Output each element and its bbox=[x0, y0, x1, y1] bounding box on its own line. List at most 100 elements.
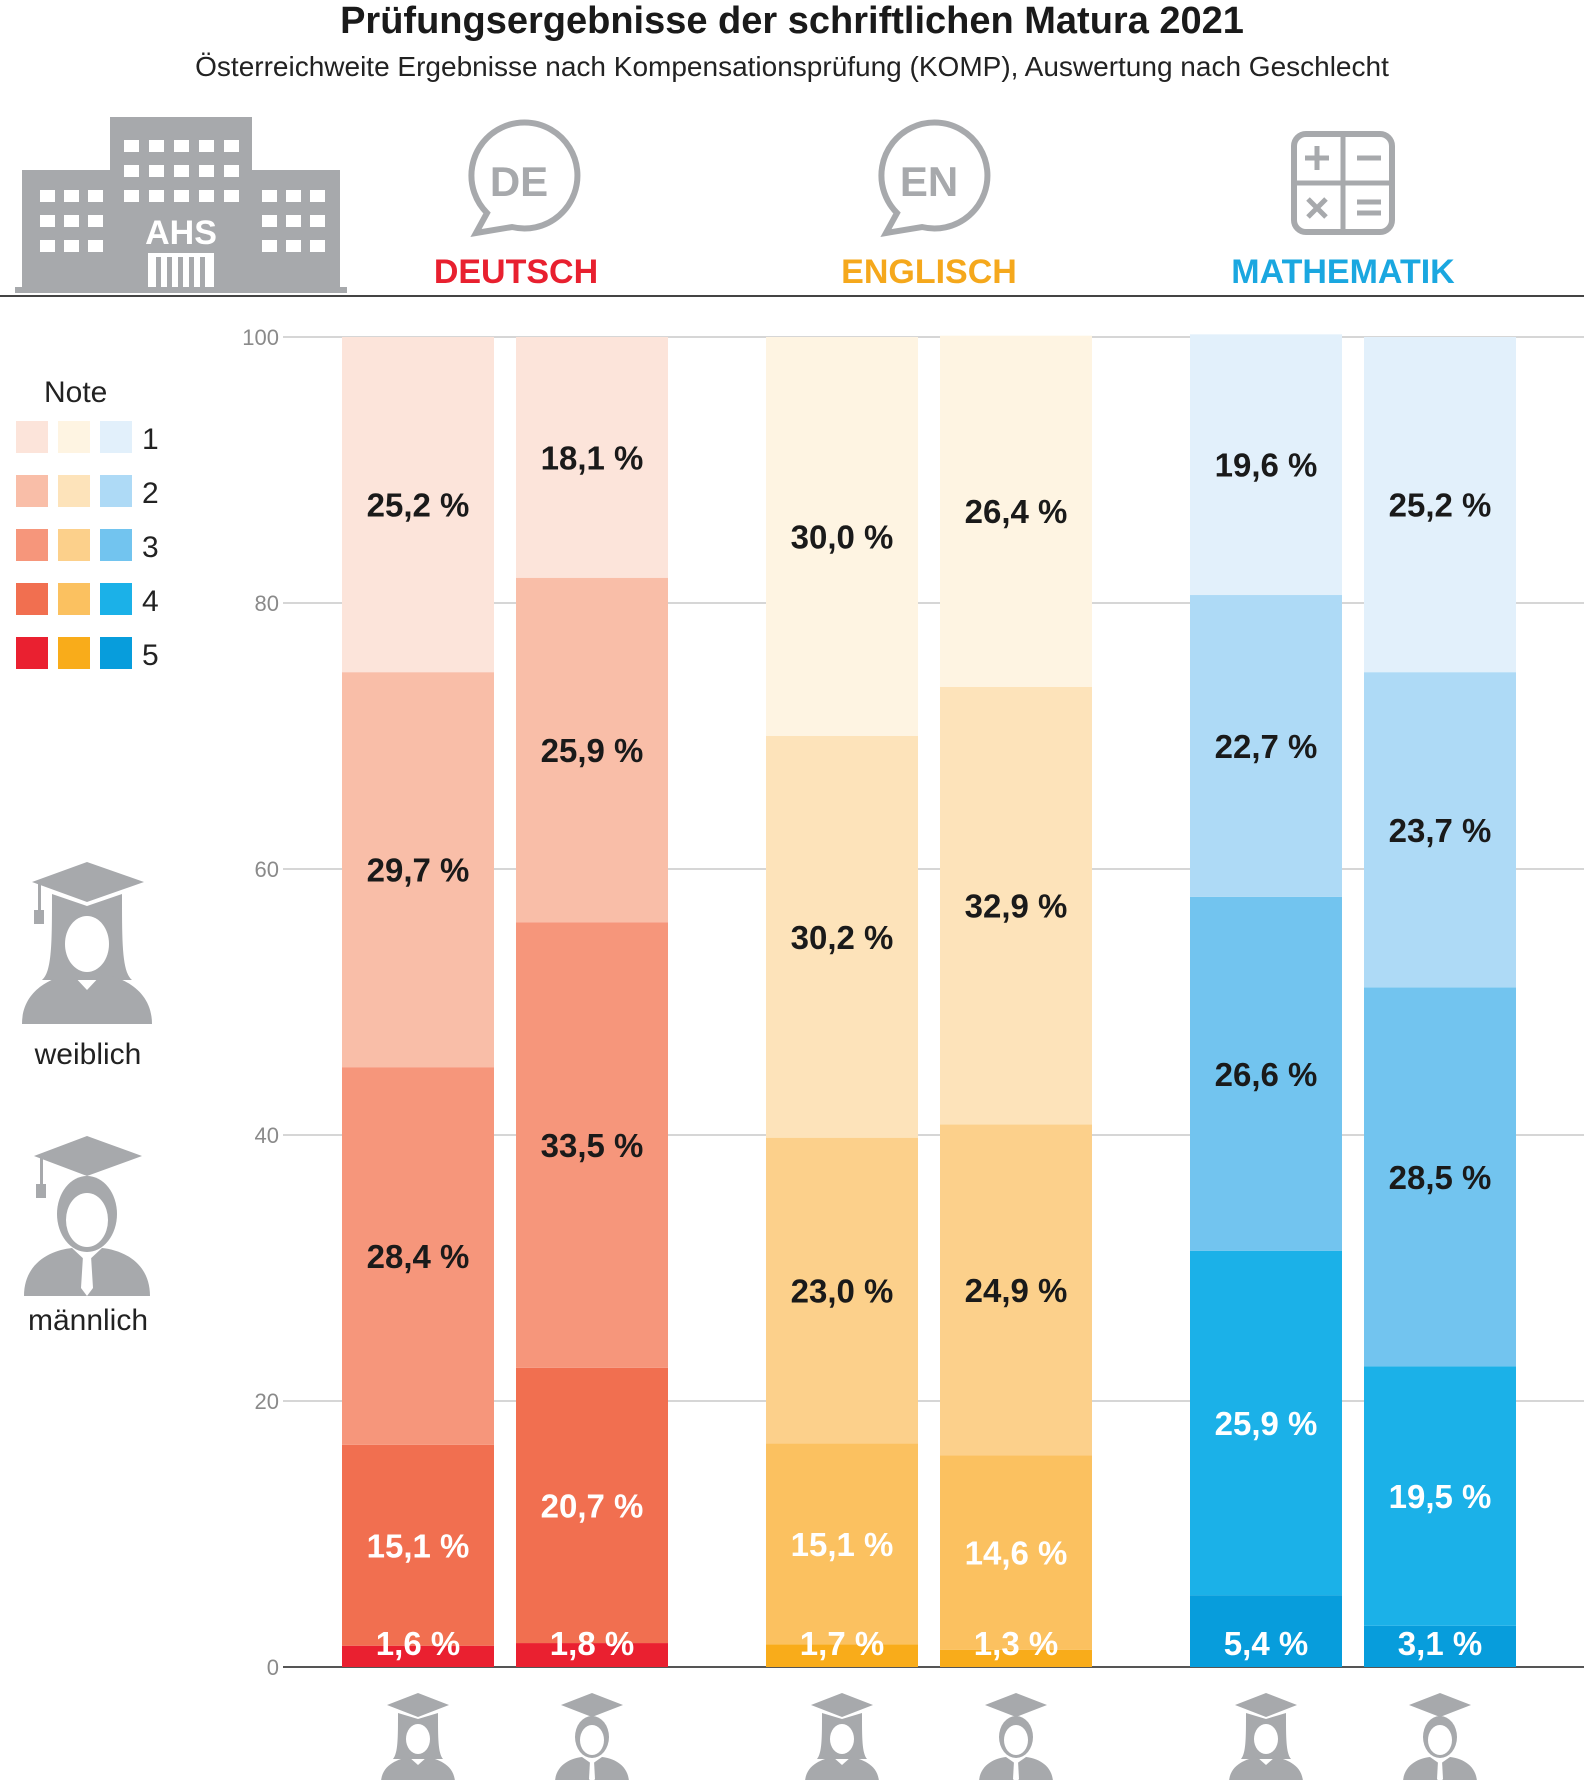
window-20 bbox=[310, 190, 325, 202]
legend-swatch-englisch-2 bbox=[58, 475, 90, 507]
englisch-weiblich-note-3-label: 23,0 % bbox=[791, 1273, 894, 1310]
mathematik-maennlich-note-4-bar bbox=[1364, 1366, 1516, 1626]
ahs-label: AHS bbox=[145, 214, 217, 252]
window-7 bbox=[174, 165, 189, 177]
window-3 bbox=[199, 140, 214, 152]
legend-title: Note bbox=[44, 376, 107, 409]
legend-male-label: männlich bbox=[28, 1304, 148, 1337]
mathematik-maennlich-note-2-label: 23,7 % bbox=[1389, 812, 1492, 849]
mathematik-maennlich-note-5-bar bbox=[1364, 1625, 1516, 1667]
legend-swatch-mathematik-4 bbox=[100, 583, 132, 615]
mathematik-weiblich-note-4-label: 25,9 % bbox=[1215, 1405, 1318, 1442]
mathematik-maennlich-note-3-label: 28,5 % bbox=[1389, 1159, 1492, 1196]
window-15 bbox=[40, 190, 55, 202]
legend-swatch-mathematik-5 bbox=[100, 637, 132, 669]
deutsch-header: DEUTSCH bbox=[434, 253, 598, 291]
female-graduate-icon bbox=[22, 862, 152, 1024]
englisch-weiblich-note-4-label: 15,1 % bbox=[791, 1526, 894, 1563]
englisch-maennlich-note-5-bar bbox=[940, 1649, 1092, 1667]
y-tick-20: 20 bbox=[255, 1389, 279, 1414]
mathematik-header: MATHEMATIK bbox=[1231, 253, 1455, 291]
male-graduate-icon bbox=[979, 1693, 1053, 1780]
window-28 bbox=[262, 240, 277, 252]
englisch-maennlich-note-3-bar bbox=[940, 1124, 1092, 1456]
mathematik-weiblich-note-1-bar bbox=[1190, 334, 1342, 596]
englisch-header: ENGLISCH bbox=[841, 253, 1017, 291]
englisch-maennlich-note-1-label: 26,4 % bbox=[965, 493, 1068, 530]
window-31 bbox=[88, 240, 103, 252]
englisch-maennlich-note-5-label: 1,3 % bbox=[974, 1625, 1058, 1662]
window-11 bbox=[149, 190, 164, 202]
y-tick-60: 60 bbox=[255, 857, 279, 882]
englisch-weiblich-note-5-bar bbox=[766, 1644, 918, 1667]
legend-grade-3: 3 bbox=[142, 531, 159, 564]
englisch-weiblich-note-2-bar bbox=[766, 736, 918, 1138]
legend-swatch-mathematik-3 bbox=[100, 529, 132, 561]
mathematik-weiblich-note-3-label: 26,6 % bbox=[1215, 1056, 1318, 1093]
englisch-maennlich-note-1-bar bbox=[940, 335, 1092, 687]
deutsch-maennlich-note-3-bar bbox=[516, 922, 668, 1368]
chart-subtitle: Österreichweite Ergebnisse nach Kompensa… bbox=[195, 51, 1389, 82]
mathematik-weiblich-note-2-label: 22,7 % bbox=[1215, 728, 1318, 765]
deutsch-maennlich-note-5-label: 1,8 % bbox=[550, 1625, 634, 1662]
window-19 bbox=[88, 190, 103, 202]
englisch-weiblich-note-4-bar bbox=[766, 1443, 918, 1645]
legend-swatch-mathematik-1 bbox=[100, 421, 132, 453]
englisch-weiblich-note-1-label: 30,0 % bbox=[791, 519, 894, 556]
window-5 bbox=[124, 165, 139, 177]
window-4 bbox=[224, 140, 239, 152]
window-18 bbox=[286, 190, 301, 202]
mathematik-weiblich-note-4-bar bbox=[1190, 1250, 1342, 1596]
englisch-weiblich-note-1-bar bbox=[766, 337, 918, 736]
window-23 bbox=[64, 215, 79, 227]
mathematik-weiblich-note-2-bar bbox=[1190, 595, 1342, 897]
female-graduate-icon bbox=[1229, 1693, 1303, 1780]
mathematik-maennlich-note-1-bar bbox=[1364, 337, 1516, 673]
window-12 bbox=[174, 190, 189, 202]
deutsch-weiblich-note-2-bar bbox=[342, 672, 494, 1068]
legend-swatch-deutsch-3 bbox=[16, 529, 48, 561]
englisch-speech-bubble-icon bbox=[878, 119, 991, 237]
deutsch-maennlich-note-2-bar bbox=[516, 577, 668, 923]
window-8 bbox=[199, 165, 214, 177]
window-21 bbox=[40, 215, 55, 227]
deutsch-maennlich-note-4-label: 20,7 % bbox=[541, 1487, 644, 1524]
window-16 bbox=[262, 190, 277, 202]
mathematik-maennlich-note-1-label: 25,2 % bbox=[1389, 487, 1492, 524]
male-graduate-icon bbox=[24, 1136, 150, 1296]
englisch-weiblich-note-5-label: 1,7 % bbox=[800, 1625, 884, 1662]
y-tick-40: 40 bbox=[255, 1123, 279, 1148]
window-17 bbox=[64, 190, 79, 202]
deutsch-weiblich-note-5-label: 1,6 % bbox=[376, 1625, 460, 1662]
englisch-weiblich-note-2-label: 30,2 % bbox=[791, 919, 894, 956]
deutsch-speech-bubble-icon bbox=[468, 119, 581, 237]
mathematik-maennlich-note-3-bar bbox=[1364, 987, 1516, 1367]
deutsch-weiblich-note-1-bar bbox=[342, 337, 494, 673]
y-tick-0: 0 bbox=[267, 1655, 279, 1680]
deutsch-weiblich-note-3-label: 28,4 % bbox=[367, 1238, 470, 1275]
legend-swatch-mathematik-2 bbox=[100, 475, 132, 507]
deutsch-weiblich-note-5-bar bbox=[342, 1645, 494, 1667]
bar-value-labels: 1,6 % 15,1 % 28,4 % 29,7 % 25,2 % 1,8 % 20,7 %… bbox=[367, 439, 1492, 1662]
window-29 bbox=[64, 240, 79, 252]
window-1 bbox=[149, 140, 164, 152]
mathematik-maennlich-note-5-label: 3,1 % bbox=[1398, 1625, 1482, 1662]
school-door-icon bbox=[148, 253, 214, 287]
female-graduate-icon bbox=[805, 1693, 879, 1780]
window-26 bbox=[310, 215, 325, 227]
mathematik-maennlich-note-4-label: 19,5 % bbox=[1389, 1478, 1492, 1515]
window-6 bbox=[149, 165, 164, 177]
legend-swatch-englisch-5 bbox=[58, 637, 90, 669]
male-graduate-icon bbox=[1403, 1693, 1477, 1780]
deutsch-maennlich-note-1-label: 18,1 % bbox=[541, 439, 644, 476]
legend-swatch-deutsch-5 bbox=[16, 637, 48, 669]
deutsch-maennlich-note-4-bar bbox=[516, 1367, 668, 1644]
deutsch-weiblich-note-1-label: 25,2 % bbox=[367, 487, 470, 524]
legend-grade-2: 2 bbox=[142, 477, 159, 510]
englisch-maennlich-note-4-bar bbox=[940, 1455, 1092, 1650]
legend-grade-5: 5 bbox=[142, 639, 159, 672]
male-graduate-icon bbox=[555, 1693, 629, 1780]
deutsch-maennlich-note-3-label: 33,5 % bbox=[541, 1127, 644, 1164]
deutsch-weiblich-note-2-label: 29,7 % bbox=[367, 852, 470, 889]
deutsch-maennlich-note-1-bar bbox=[516, 337, 668, 578]
